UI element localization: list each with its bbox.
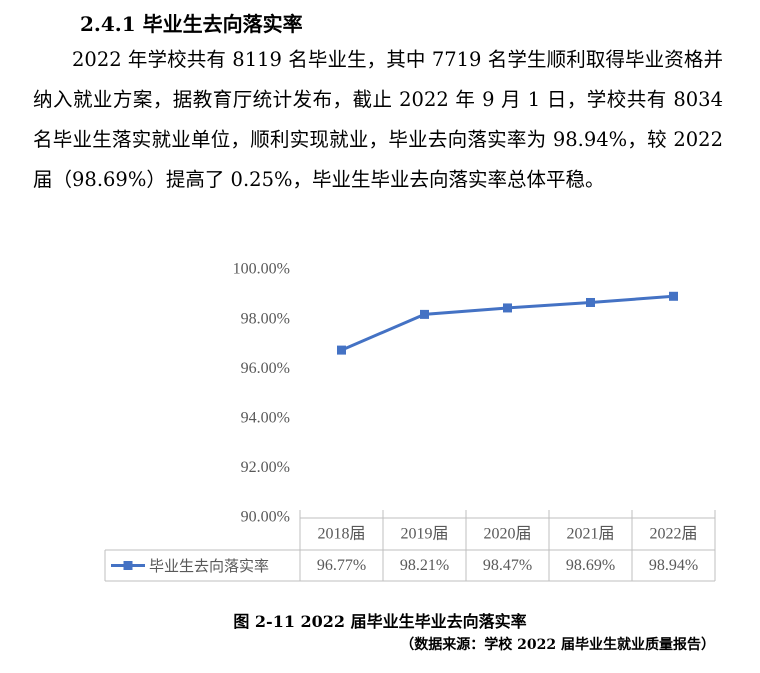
- x-tick-label: 2022届: [649, 526, 697, 543]
- y-tick-label: 92.00%: [241, 459, 290, 476]
- y-tick-label: 96.00%: [241, 360, 290, 377]
- legend-label: 毕业生去向落实率: [149, 557, 269, 575]
- point-marker: [669, 291, 678, 301]
- table-value: 98.94%: [649, 557, 698, 574]
- x-tick-label: 2020届: [483, 526, 531, 543]
- point-marker: [586, 297, 595, 307]
- y-tick-label: 100.00%: [233, 261, 290, 278]
- figure-source: （数据来源：学校 2022 届毕业生就业质量报告）: [400, 637, 715, 653]
- point-marker: [337, 345, 346, 355]
- point-marker: [503, 303, 512, 313]
- y-tick-label: 90.00%: [241, 509, 290, 526]
- table-value: 98.21%: [400, 557, 449, 574]
- table-value: 98.69%: [566, 557, 615, 574]
- figure-caption: 图 2-11 2022 届毕业生毕业去向落实率: [233, 612, 527, 631]
- x-tick-label: 2018届: [317, 526, 365, 543]
- y-tick-label: 94.00%: [241, 409, 290, 426]
- x-tick-label: 2021届: [566, 526, 614, 543]
- table-value: 98.47%: [483, 557, 532, 574]
- y-tick-label: 98.00%: [241, 310, 290, 327]
- x-tick-label: 2019届: [400, 526, 448, 543]
- paragraph: 2022 年学校共有 8119 名毕业生，其中 7719 名学生顺利取得毕业资格…: [33, 48, 723, 191]
- legend-marker: [123, 561, 133, 570]
- section-heading: 2.4.1 毕业生去向落实率: [80, 12, 303, 36]
- table-value: 96.77%: [317, 557, 366, 574]
- point-marker: [420, 309, 429, 319]
